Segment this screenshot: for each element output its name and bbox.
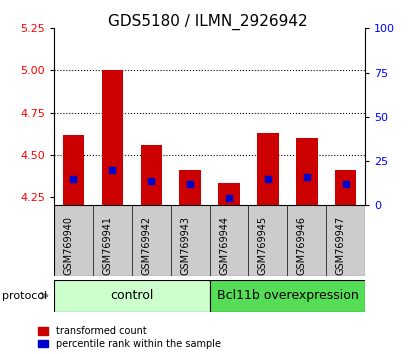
Text: Bcl11b overexpression: Bcl11b overexpression bbox=[217, 289, 358, 302]
Bar bbox=[63, 135, 84, 205]
Text: GSM769944: GSM769944 bbox=[219, 216, 229, 275]
Bar bbox=[210, 280, 365, 312]
Point bbox=[109, 167, 116, 173]
Bar bbox=[54, 280, 210, 312]
Text: GSM769943: GSM769943 bbox=[180, 216, 190, 275]
Legend: transformed count, percentile rank within the sample: transformed count, percentile rank withi… bbox=[38, 326, 220, 349]
Bar bbox=[296, 138, 317, 205]
Text: control: control bbox=[110, 289, 154, 302]
Point bbox=[265, 176, 271, 182]
Text: protocol: protocol bbox=[2, 291, 47, 301]
Point bbox=[226, 195, 232, 201]
Bar bbox=[141, 145, 162, 205]
Bar bbox=[218, 183, 240, 205]
Text: GSM769941: GSM769941 bbox=[103, 216, 112, 275]
Point bbox=[148, 178, 154, 183]
Text: GSM769947: GSM769947 bbox=[336, 216, 346, 275]
Point bbox=[70, 176, 77, 182]
Bar bbox=[179, 170, 201, 205]
Text: GSM769942: GSM769942 bbox=[141, 216, 151, 275]
Bar bbox=[257, 133, 278, 205]
Bar bbox=[335, 170, 356, 205]
Point bbox=[303, 174, 310, 180]
Text: GSM769945: GSM769945 bbox=[258, 216, 268, 275]
Point bbox=[342, 181, 349, 187]
Point bbox=[187, 181, 193, 187]
Bar bbox=[102, 70, 123, 205]
Text: GSM769946: GSM769946 bbox=[297, 216, 307, 275]
Text: GDS5180 / ILMN_2926942: GDS5180 / ILMN_2926942 bbox=[107, 14, 308, 30]
Text: GSM769940: GSM769940 bbox=[63, 216, 73, 275]
FancyBboxPatch shape bbox=[54, 205, 365, 276]
